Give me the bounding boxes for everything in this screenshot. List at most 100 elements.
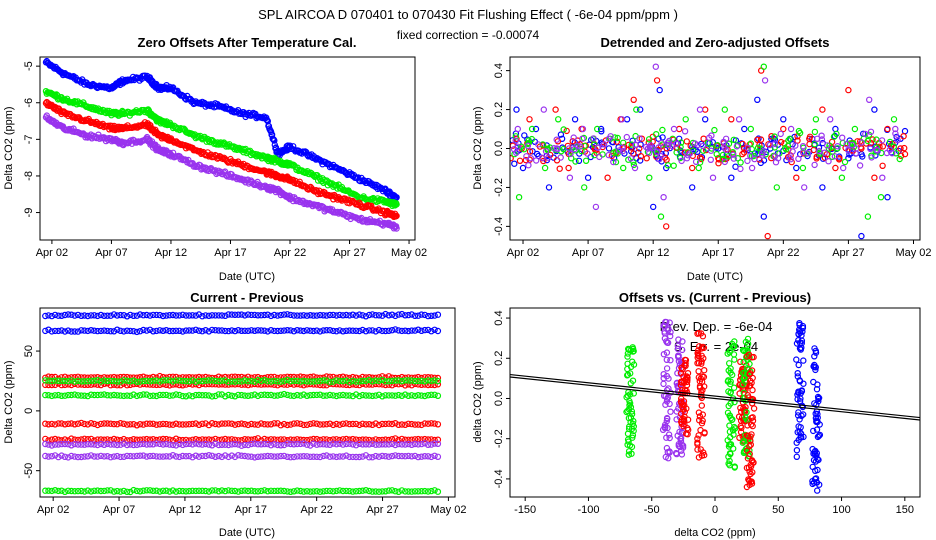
green-point xyxy=(892,150,900,157)
red-point xyxy=(359,373,366,381)
green-point xyxy=(568,154,575,162)
column-point xyxy=(700,449,707,456)
red-point xyxy=(208,381,216,388)
purple-point xyxy=(525,161,532,169)
purple-point xyxy=(424,453,432,460)
red-point xyxy=(212,420,219,428)
green-point xyxy=(199,377,206,385)
green-point xyxy=(238,378,245,385)
green-point xyxy=(261,377,268,384)
red-point xyxy=(113,421,121,428)
blue-point xyxy=(415,326,422,333)
green-point xyxy=(612,158,620,166)
red-point xyxy=(228,420,235,427)
green-point xyxy=(58,377,65,384)
purple-point xyxy=(579,135,586,142)
purple-point xyxy=(271,453,278,460)
column-point xyxy=(667,332,674,340)
green-point xyxy=(97,378,105,385)
red-point xyxy=(277,422,284,429)
purple-point xyxy=(189,454,196,461)
purple-point xyxy=(208,442,216,449)
purple-point xyxy=(284,453,291,460)
purple-point xyxy=(886,146,894,154)
red-point xyxy=(415,421,422,428)
blue-point xyxy=(87,312,95,319)
blue-point xyxy=(424,326,432,334)
purple-point xyxy=(104,440,111,448)
green-point xyxy=(261,391,268,398)
purple-point xyxy=(730,155,738,162)
purple-point xyxy=(856,162,864,169)
red-point xyxy=(172,420,180,427)
purple-point xyxy=(821,149,828,156)
green-point xyxy=(864,213,872,220)
blue-point xyxy=(159,312,167,320)
blue-point xyxy=(113,326,121,333)
purple-point xyxy=(840,164,847,172)
green-point xyxy=(864,137,872,145)
column-point xyxy=(738,414,746,421)
blue-point xyxy=(271,137,278,144)
blue-point xyxy=(202,312,209,319)
purple-point xyxy=(303,453,311,460)
green-point xyxy=(149,487,157,494)
red-point xyxy=(375,381,383,388)
purple-point xyxy=(280,441,288,449)
blue-point xyxy=(113,312,121,319)
green-point xyxy=(359,377,366,385)
red-point xyxy=(127,421,134,428)
green-point xyxy=(320,377,327,384)
blue-point xyxy=(176,327,183,334)
column-point xyxy=(624,430,632,437)
green-point xyxy=(555,116,562,123)
x-tick-label: 50 xyxy=(772,504,784,516)
purple-point xyxy=(818,136,826,143)
green-point xyxy=(730,136,738,143)
green-point xyxy=(372,392,379,399)
blue-point xyxy=(149,311,157,319)
blue-point xyxy=(434,311,442,318)
x-tick-label: Apr 22 xyxy=(300,504,332,516)
panel-offsets-vs-ylabel: delta CO2 (ppm) xyxy=(472,361,484,442)
column-point xyxy=(746,477,753,485)
p3-plot-area xyxy=(42,310,442,496)
red-point xyxy=(149,420,157,427)
column-point xyxy=(727,400,734,407)
red-point xyxy=(107,420,114,427)
green-point xyxy=(87,488,95,495)
column-point xyxy=(730,342,737,350)
green-point xyxy=(258,487,265,495)
red-point xyxy=(369,437,376,444)
purple-point xyxy=(166,453,173,460)
red-point xyxy=(819,106,826,113)
purple-point xyxy=(720,138,727,146)
p1-plot-area xyxy=(42,57,400,232)
green-point xyxy=(362,487,370,494)
red-point xyxy=(153,436,160,444)
column-point xyxy=(624,360,631,367)
x-tick-label: Apr 17 xyxy=(235,504,267,516)
blue-point xyxy=(97,311,105,319)
purple-point xyxy=(533,157,540,164)
purple-point xyxy=(392,452,399,459)
purple-point xyxy=(737,165,744,173)
blue-point xyxy=(166,312,173,319)
blue-point xyxy=(411,327,419,334)
column-point xyxy=(749,422,756,430)
green-point xyxy=(241,392,248,399)
red-point xyxy=(683,138,691,145)
red-point xyxy=(61,381,69,389)
green-point xyxy=(274,392,281,399)
blue-point xyxy=(74,328,82,335)
red-point xyxy=(136,421,144,428)
blue-point xyxy=(248,111,256,118)
column-point xyxy=(660,322,668,329)
blue-point xyxy=(398,327,406,335)
green-point xyxy=(205,377,213,384)
purple-point xyxy=(648,144,656,151)
red-point xyxy=(78,381,85,388)
purple-point xyxy=(398,452,406,460)
green-point xyxy=(890,116,898,123)
red-point xyxy=(408,420,415,428)
